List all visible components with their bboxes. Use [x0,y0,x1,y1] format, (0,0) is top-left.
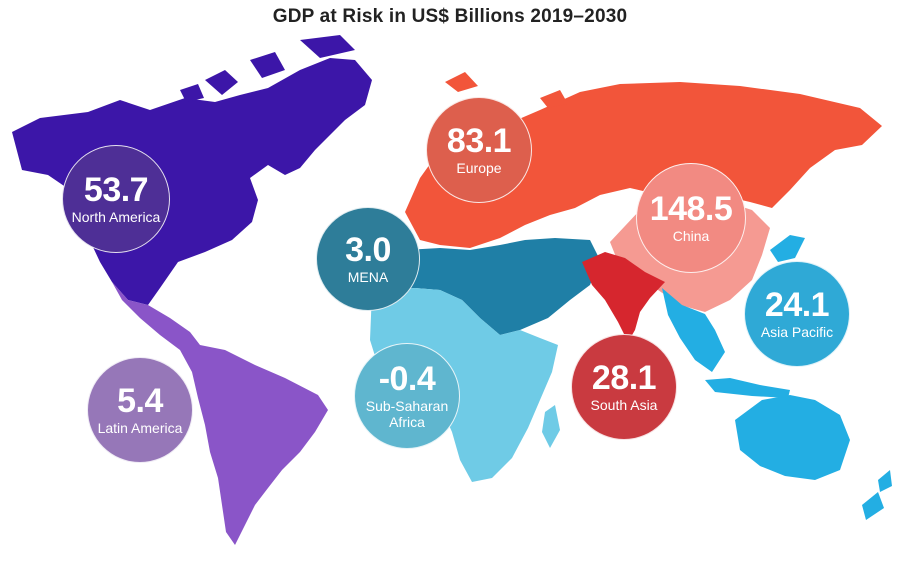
value-europe: 83.1 [446,121,512,160]
label-north-america: North America [71,208,161,225]
bubble-south-asia: 28.1 South Asia [571,334,677,440]
value-china: 148.5 [649,189,733,228]
bubble-asia-pacific: 24.1 Asia Pacific [744,261,850,367]
bubble-north-america: 53.7 North America [62,145,170,253]
value-north-america: 53.7 [83,170,149,209]
map-title: GDP at Risk in US$ Billions 2019–2030 [272,6,628,27]
label-sub-saharan-africa: Sub-Saharan Africa [365,397,449,430]
label-asia-pacific: Asia Pacific [760,323,834,340]
value-mena: 3.0 [345,230,391,269]
label-china: China [672,227,710,244]
region-south-asia [582,252,665,342]
value-sub-saharan-africa: -0.4 [378,359,436,398]
region-mena [372,238,600,335]
value-latin-america: 5.4 [117,381,163,420]
bubble-china: 148.5 China [636,163,746,273]
region-latin-america [112,282,328,545]
bubble-latin-america: 5.4 Latin America [87,357,193,463]
bubble-europe: 83.1 Europe [426,97,532,203]
region-sub-saharan-africa [370,288,560,482]
label-mena: MENA [347,268,389,285]
bubble-mena: 3.0 MENA [316,207,420,311]
label-latin-america: Latin America [97,419,183,436]
label-south-asia: South Asia [590,396,658,413]
bubble-sub-saharan-africa: -0.4 Sub-Saharan Africa [354,343,460,449]
value-asia-pacific: 24.1 [764,285,830,324]
value-south-asia: 28.1 [591,358,657,397]
label-europe: Europe [456,159,502,176]
